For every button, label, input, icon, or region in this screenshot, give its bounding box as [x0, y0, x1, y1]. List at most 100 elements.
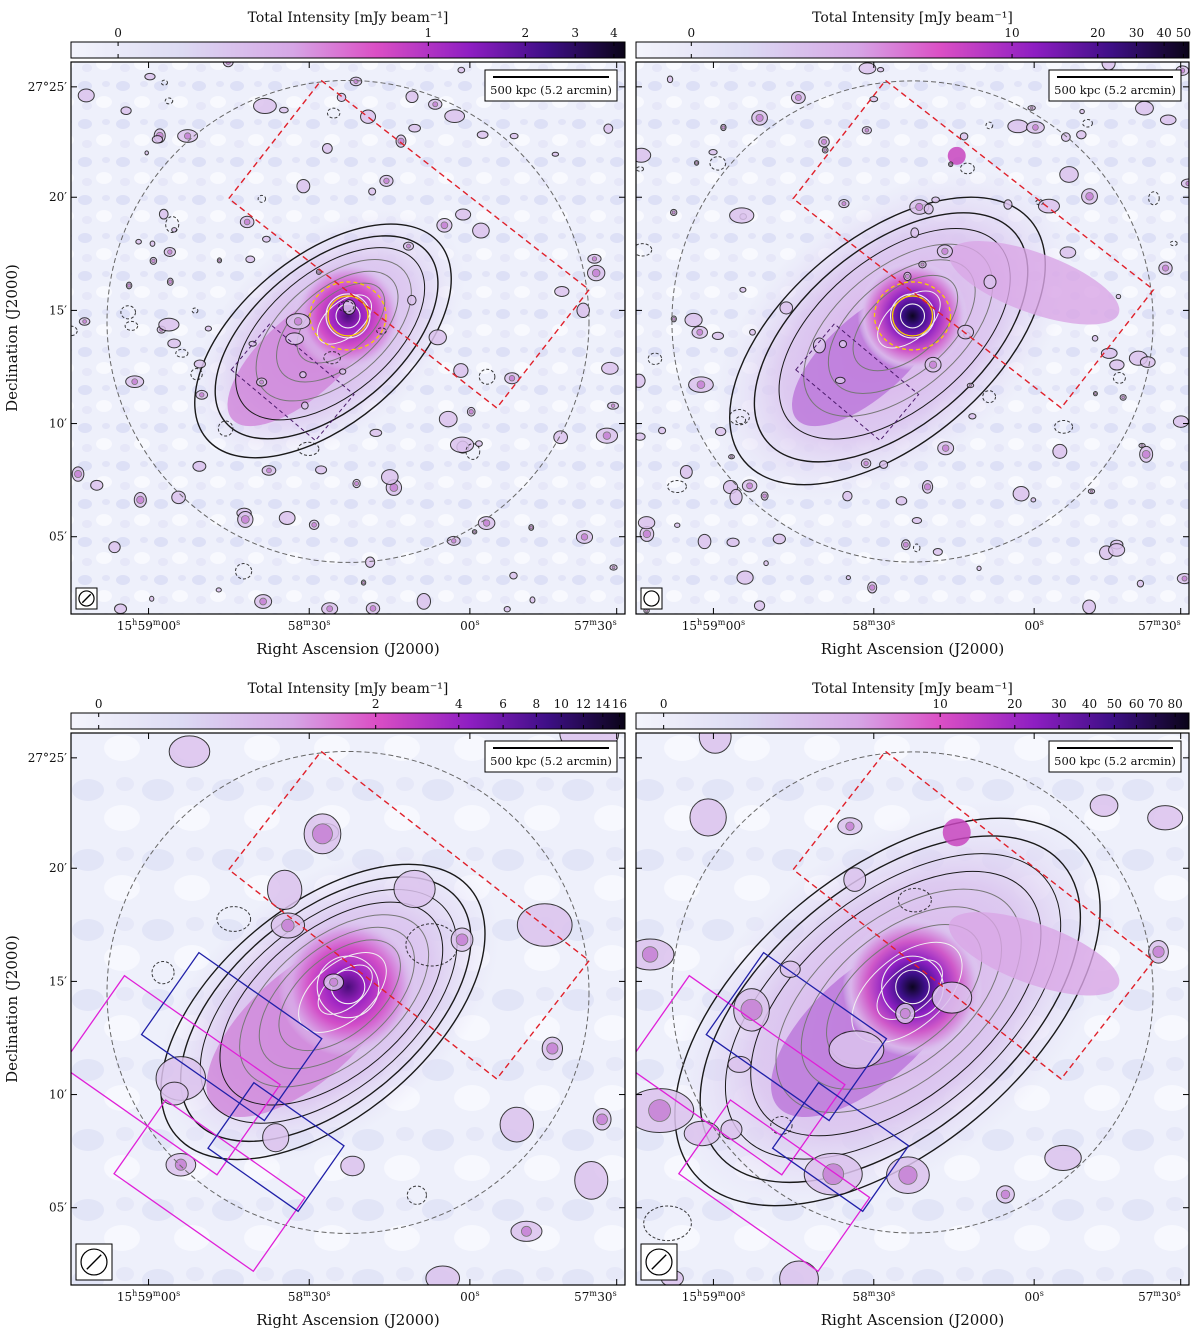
- dec-tick-label: 10′: [49, 1088, 67, 1102]
- colorbar-tick-label: 1: [425, 26, 433, 40]
- region-box-blue: [207, 1081, 345, 1213]
- ra-tick-label: 57m 30s: [574, 1289, 617, 1304]
- reference-circle: [106, 79, 590, 563]
- ra-axis-label: Right Ascension (J2000): [821, 640, 1004, 658]
- panel-a: Total Intensity [mJy beam⁻¹] 0 1 2 3 4 500 kpc…: [3, 10, 626, 658]
- region-box-blue: [771, 1081, 910, 1213]
- ra-tick-label: 58m 30s: [852, 1289, 895, 1304]
- colorbar-tick-label: 0: [95, 697, 103, 711]
- reference-circle: [671, 751, 1154, 1234]
- ra-tick-label: 00s: [460, 1289, 479, 1304]
- panel-b: Total Intensity [mJy beam⁻¹] 0 10 20 30 40 50 5…: [635, 10, 1191, 658]
- colorbar-tick-label: 2: [372, 697, 380, 711]
- colorbar-tick-label: 10: [554, 697, 569, 711]
- scale-bar: 500 kpc (5.2 arcmin): [1048, 69, 1182, 102]
- colorbar: Total Intensity [mJy beam⁻¹] 0 10 20 30 40 50 6…: [635, 681, 1190, 730]
- colorbar-tick-label: 4: [610, 26, 618, 40]
- colorbar-tick-label: 50: [1176, 26, 1191, 40]
- ra-tick-label: 00s: [1024, 1289, 1043, 1304]
- dec-tick-label: 20′: [49, 190, 67, 204]
- ra-tick-label: 58m 30s: [288, 618, 331, 633]
- ra-axis-label: Right Ascension (J2000): [256, 1311, 439, 1329]
- ra-axis-label: Right Ascension (J2000): [821, 1311, 1004, 1329]
- intensity-map: [71, 733, 625, 1285]
- beam-ellipse: [640, 1243, 678, 1281]
- intensity-map: [636, 733, 1189, 1285]
- colorbar-tick-label: 60: [1129, 697, 1144, 711]
- ra-tick-label: 00s: [460, 618, 479, 633]
- colorbar-tick-label: 20: [1007, 697, 1022, 711]
- region-box-magenta: [677, 1099, 871, 1273]
- dec-tick-label: 05′: [49, 1201, 67, 1215]
- beam-ellipse: [75, 1243, 113, 1281]
- ra-tick-label: 15h 59m 00s: [682, 1289, 745, 1304]
- intensity-map: [71, 62, 625, 614]
- region-box-blue: [705, 951, 888, 1122]
- panel-d: Total Intensity [mJy beam⁻¹] 0 10 20 30 40 50 6…: [635, 681, 1190, 1329]
- colorbar-tick-label: 16: [612, 697, 627, 711]
- dec-tick-label: 10′: [49, 417, 67, 431]
- region-box-blue: [140, 951, 323, 1122]
- ra-tick-label: 15h 59m 00s: [682, 618, 745, 633]
- ra-tick-label: 15h 59m 00s: [117, 618, 180, 633]
- dec-tick-label: 05′: [49, 530, 67, 544]
- beam-ellipse: [75, 587, 98, 610]
- colorbar-tick-label: 80: [1168, 697, 1183, 711]
- panel-c: Total Intensity [mJy beam⁻¹]0 2 4 6 8 10 12 14 1…: [3, 681, 627, 1329]
- intensity-map: [636, 62, 1189, 614]
- colorbar-tick-label: 10: [1004, 26, 1019, 40]
- colorbar-tick-label: 8: [533, 697, 541, 711]
- colorbar-tick-label: 0: [687, 26, 695, 40]
- colorbar: Total Intensity [mJy beam⁻¹] 0 2 4 6 8 10 12 14 1…: [70, 681, 627, 730]
- colorbar-title: Total Intensity [mJy beam⁻¹]: [248, 681, 449, 697]
- region-box-red: [227, 750, 591, 1080]
- dec-tick-label: 20′: [49, 861, 67, 875]
- colorbar-tick-label: 20: [1090, 26, 1105, 40]
- colorbar-tick-label: 2: [521, 26, 529, 40]
- colorbar-title: Total Intensity [mJy beam⁻¹]: [812, 10, 1013, 26]
- colorbar-tick-label: 50: [1107, 697, 1122, 711]
- beam-ellipse: [640, 587, 663, 610]
- region-box-magenta: [71, 974, 281, 1176]
- region-box-red: [792, 79, 1155, 409]
- scale-bar-label: 500 kpc (5.2 arcmin): [1054, 754, 1176, 768]
- scale-bar: 500 kpc (5.2 arcmin): [1048, 740, 1182, 773]
- ra-tick-label: 57m 30s: [1138, 618, 1181, 633]
- dec-axis-label: Declination (J2000): [3, 264, 21, 412]
- region-box-red: [792, 750, 1155, 1080]
- scale-bar-label: 500 kpc (5.2 arcmin): [490, 83, 612, 97]
- colorbar: Total Intensity [mJy beam⁻¹] 0 1 2 3 4: [70, 10, 626, 59]
- colorbar-tick-label: 4: [455, 697, 463, 711]
- colorbar-tick-label: 30: [1129, 26, 1144, 40]
- colorbar-title: Total Intensity [mJy beam⁻¹]: [248, 10, 449, 26]
- colorbar-tick-label: 3: [571, 26, 579, 40]
- scale-bar: 500 kpc (5.2 arcmin): [484, 69, 618, 102]
- ra-tick-label: 57m 30s: [574, 618, 617, 633]
- dec-tick-label: 15′: [49, 974, 67, 988]
- colorbar-tick-label: 10: [933, 697, 948, 711]
- ra-tick-label: 58m 30s: [288, 1289, 331, 1304]
- colorbar-tick-label: 14: [595, 697, 611, 711]
- colorbar-title: Total Intensity [mJy beam⁻¹]: [812, 681, 1013, 697]
- reference-circle: [106, 750, 590, 1234]
- colorbar: Total Intensity [mJy beam⁻¹] 0 10 20 30 40 50: [635, 10, 1191, 59]
- colorbar-tick-label: 12: [576, 697, 591, 711]
- colorbar-tick-label: 30: [1051, 697, 1066, 711]
- region-box-magenta: [636, 974, 846, 1176]
- ra-tick-label: 15h 59m 00s: [117, 1289, 180, 1304]
- colorbar-tick-label: 0: [660, 697, 668, 711]
- ra-tick-label: 00s: [1024, 618, 1043, 633]
- dec-tick-label: 15′: [49, 303, 67, 317]
- scale-bar-label: 500 kpc (5.2 arcmin): [490, 754, 612, 768]
- dec-axis-label: Declination (J2000): [3, 935, 21, 1083]
- reference-circle: [671, 80, 1154, 563]
- scale-bar: 500 kpc (5.2 arcmin): [484, 740, 618, 773]
- ra-axis-label: Right Ascension (J2000): [256, 640, 439, 658]
- ra-tick-label: 57m 30s: [1138, 1289, 1181, 1304]
- colorbar-tick-label: 70: [1148, 697, 1163, 711]
- colorbar-tick-label: 0: [114, 26, 122, 40]
- colorbar-tick-label: 6: [499, 697, 507, 711]
- region-box-magenta: [113, 1099, 306, 1273]
- colorbar-tick-label: 40: [1156, 26, 1171, 40]
